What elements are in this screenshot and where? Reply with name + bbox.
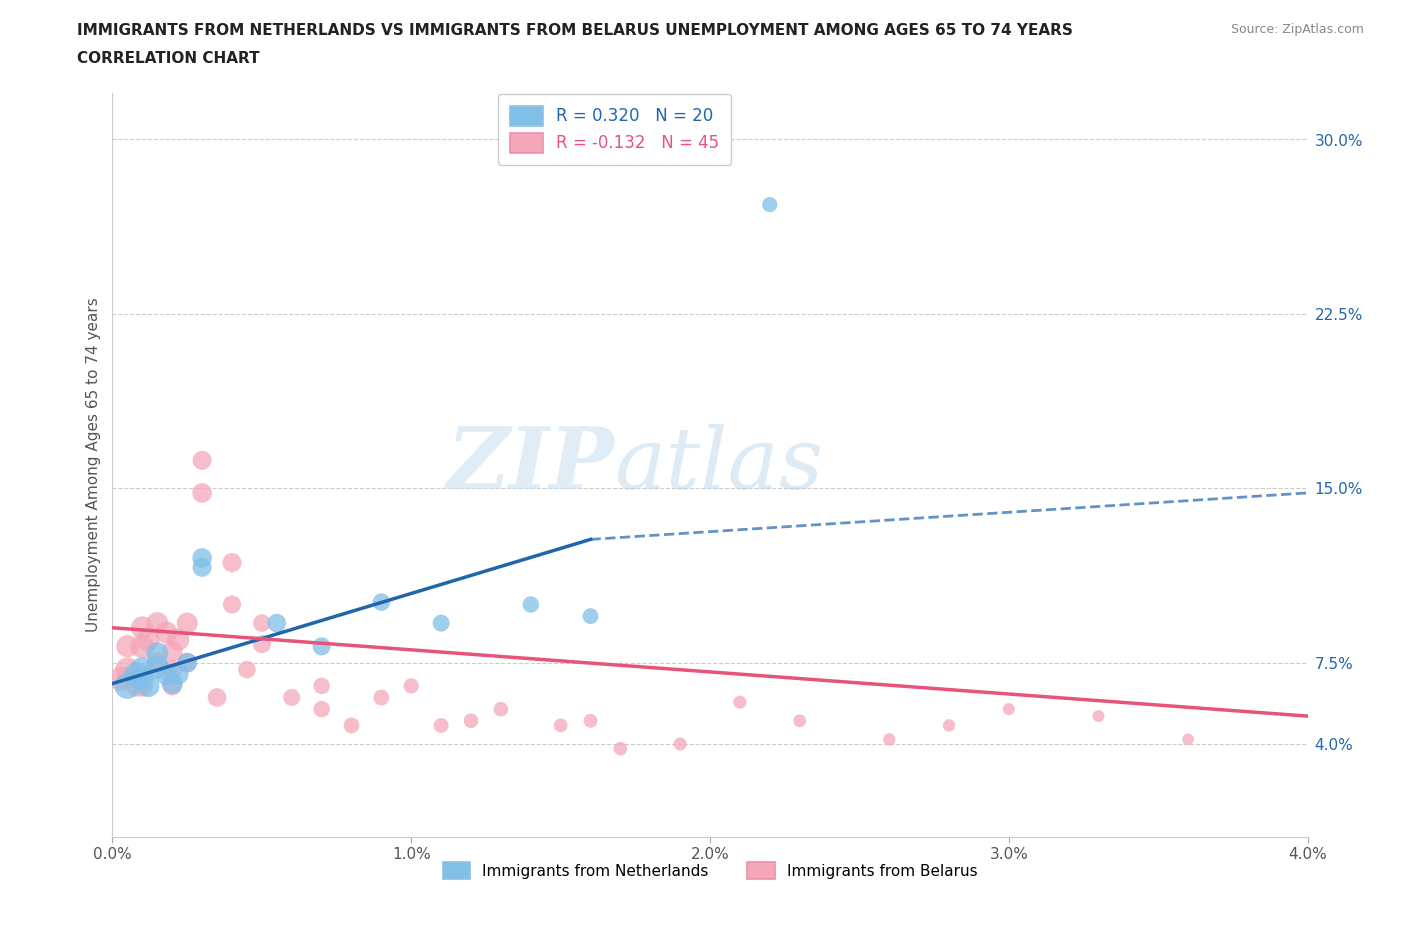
Point <box>728 695 751 710</box>
Point <box>117 662 139 677</box>
Point <box>131 679 153 694</box>
Point <box>311 679 333 694</box>
Point <box>998 702 1021 717</box>
Point <box>167 632 190 647</box>
Point <box>162 662 183 677</box>
Point <box>131 662 153 677</box>
Point <box>460 713 482 728</box>
Point <box>430 718 453 733</box>
Point <box>155 625 177 640</box>
Point <box>250 637 273 652</box>
Point <box>191 485 214 500</box>
Point <box>117 639 139 654</box>
Point <box>311 702 333 717</box>
Point <box>146 656 169 671</box>
Point <box>266 616 288 631</box>
Point <box>370 690 392 705</box>
Point <box>938 718 960 733</box>
Legend: Immigrants from Netherlands, Immigrants from Belarus: Immigrants from Netherlands, Immigrants … <box>437 857 983 885</box>
Y-axis label: Unemployment Among Ages 65 to 74 years: Unemployment Among Ages 65 to 74 years <box>86 298 101 632</box>
Point <box>401 679 423 694</box>
Point <box>281 690 304 705</box>
Point <box>176 656 198 671</box>
Point <box>117 679 139 694</box>
Point <box>370 595 392 610</box>
Point <box>146 660 169 675</box>
Text: CORRELATION CHART: CORRELATION CHART <box>77 51 260 66</box>
Point <box>110 671 132 686</box>
Point <box>221 597 243 612</box>
Point <box>489 702 512 717</box>
Point <box>138 632 160 647</box>
Point <box>250 616 273 631</box>
Point <box>146 616 169 631</box>
Point <box>155 667 177 682</box>
Text: ZIP: ZIP <box>447 423 614 507</box>
Text: IMMIGRANTS FROM NETHERLANDS VS IMMIGRANTS FROM BELARUS UNEMPLOYMENT AMONG AGES 6: IMMIGRANTS FROM NETHERLANDS VS IMMIGRANT… <box>77 23 1073 38</box>
Point <box>125 667 148 682</box>
Point <box>167 667 190 682</box>
Point <box>131 620 153 635</box>
Point <box>176 656 198 671</box>
Point <box>609 741 631 756</box>
Point <box>340 718 363 733</box>
Point <box>1177 732 1199 747</box>
Point <box>1087 709 1109 724</box>
Point <box>520 597 543 612</box>
Point <box>162 679 183 694</box>
Point <box>205 690 228 705</box>
Point <box>550 718 572 733</box>
Point <box>125 679 148 694</box>
Point <box>221 555 243 570</box>
Point <box>236 662 259 677</box>
Point <box>877 732 901 747</box>
Point <box>759 197 782 212</box>
Text: Source: ZipAtlas.com: Source: ZipAtlas.com <box>1230 23 1364 36</box>
Point <box>789 713 811 728</box>
Point <box>138 679 160 694</box>
Point <box>311 639 333 654</box>
Point <box>430 616 453 631</box>
Point <box>191 551 214 565</box>
Point <box>176 616 198 631</box>
Point <box>191 453 214 468</box>
Point <box>162 644 183 658</box>
Point <box>131 671 153 686</box>
Point <box>669 737 692 751</box>
Point <box>579 713 602 728</box>
Point <box>191 560 214 575</box>
Text: atlas: atlas <box>614 424 824 506</box>
Point <box>162 676 183 691</box>
Point <box>579 609 602 624</box>
Point <box>146 646 169 661</box>
Point <box>131 639 153 654</box>
